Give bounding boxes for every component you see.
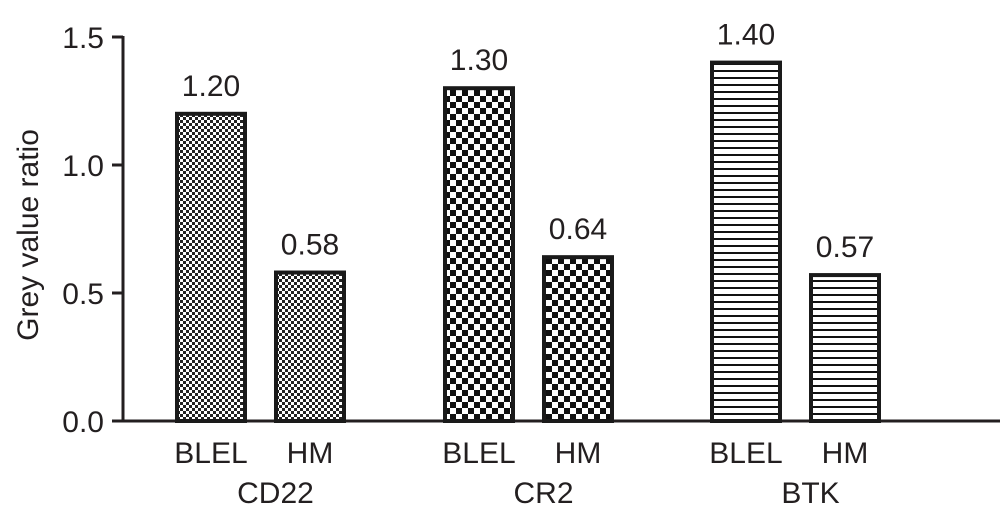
y-tick-label: 1.0 bbox=[62, 150, 104, 183]
y-tick-label: 1.5 bbox=[62, 22, 104, 55]
y-tick-label: 0.0 bbox=[62, 406, 104, 439]
bar-cr2-hm bbox=[542, 255, 614, 423]
y-axis-label: Grey value ratio bbox=[12, 129, 45, 341]
bar-cr2-blel bbox=[443, 86, 515, 423]
data-label: 1.40 bbox=[717, 19, 775, 52]
x-tick-label: HM bbox=[822, 437, 869, 470]
bar-cd22-hm bbox=[274, 270, 346, 423]
data-label: 0.64 bbox=[549, 213, 607, 246]
x-tick-label: BLEL bbox=[709, 437, 782, 470]
data-label: 1.30 bbox=[450, 44, 508, 77]
group-label: BTK bbox=[781, 477, 839, 510]
plot-area: 0.0 0.5 1.0 1.5 1.20 BLEL 0.58 HM CD22 1.30 BLEL 0.… bbox=[62, 19, 1000, 510]
group-label: CR2 bbox=[513, 477, 573, 510]
data-label: 0.58 bbox=[281, 229, 339, 262]
data-label: 1.20 bbox=[182, 70, 240, 103]
x-tick-label: BLEL bbox=[174, 437, 247, 470]
data-label: 0.57 bbox=[816, 231, 874, 264]
x-tick-label: HM bbox=[555, 437, 602, 470]
group-label: CD22 bbox=[237, 477, 314, 510]
y-tick-label: 0.5 bbox=[62, 278, 104, 311]
x-tick-label: BLEL bbox=[442, 437, 515, 470]
bar-btk-blel bbox=[710, 60, 782, 423]
bar-btk-hm bbox=[809, 273, 881, 423]
bar-cd22-blel bbox=[175, 111, 247, 424]
x-tick-label: HM bbox=[287, 437, 334, 470]
